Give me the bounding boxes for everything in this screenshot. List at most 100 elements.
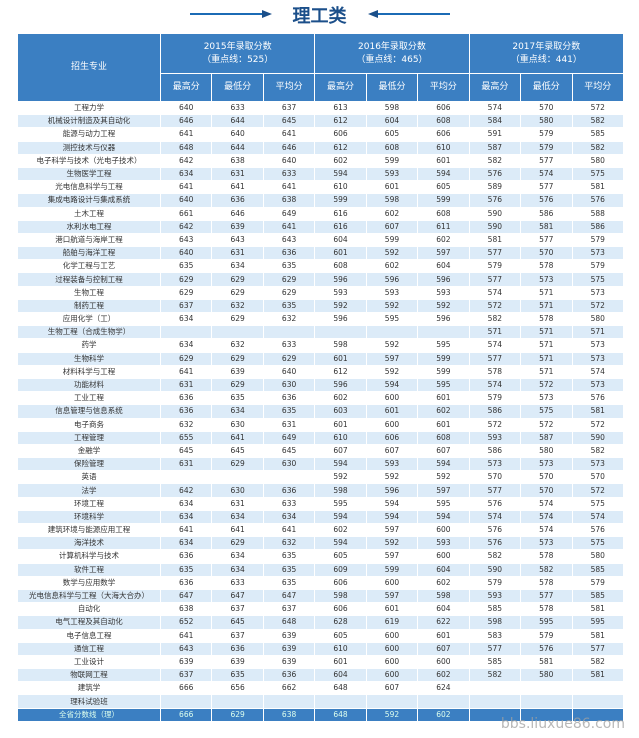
score: 601 [417,417,470,432]
score: 577 [520,180,573,195]
table-row: 化学工程与工艺 635 634 635 608 602 604 579 578 579 [17,259,624,274]
score: 629 [211,285,264,300]
score: 631 [211,166,264,182]
score: 573 [571,351,624,366]
score: 596 [314,311,367,327]
key-line: （重点线：441） [510,54,582,65]
score: 595 [417,377,470,393]
score: 634 [159,509,213,525]
score: 594 [314,457,367,472]
score: 634 [159,338,213,353]
score: 624 [417,681,470,696]
score: 579 [520,140,573,155]
score: 594 [314,536,367,551]
score: 640 [211,127,264,142]
score [417,694,470,709]
table-row: 通信工程 643 636 639 610 600 607 577 576 577 [17,641,624,656]
score: 583 [468,628,522,643]
major-name: 建筑学 [17,681,161,696]
score: 610 [417,140,470,155]
score: 635 [262,404,316,419]
watermark: bbs.liuxue86.com [500,716,625,732]
score: 571 [520,351,573,366]
score: 656 [211,681,264,696]
major-name: 环境科学 [17,509,161,525]
table-row: 环境工程 634 631 633 595 594 595 576 574 575 [17,496,624,511]
table-row: 软件工程 635 634 635 609 599 604 590 582 585 [17,562,624,577]
score: 607 [365,219,419,234]
score: 637 [211,628,264,643]
score: 632 [211,298,264,314]
score [571,681,624,696]
score: 593 [468,430,522,445]
major-name: 化学工程与工艺 [17,259,161,274]
score: 605 [314,549,367,564]
score: 629 [211,351,264,366]
score: 581 [520,654,573,670]
major-name: 材料科学与工程 [17,364,161,379]
score: 578 [520,575,573,590]
score: 574 [468,285,522,300]
score [262,325,316,340]
score: 635 [262,575,316,590]
score: 592 [365,364,419,379]
major-name: 信息管理与信息系统 [17,404,161,419]
score: 571 [468,325,522,340]
score: 635 [262,259,316,274]
score-table: 招生专业 2015年录取分数 （重点线：525） 2016年录取分数 （重点线：46… [17,33,625,722]
major-name: 环境工程 [17,496,161,511]
score [468,707,522,722]
score: 602 [314,522,367,538]
score: 643 [159,232,213,248]
score: 592 [365,536,419,551]
score: 649 [262,206,316,221]
score: 582 [571,654,624,670]
table-row: 土木工程 661 646 649 616 602 608 590 586 588 [17,206,624,221]
score [211,694,264,709]
score: 595 [417,496,470,511]
score: 634 [211,509,264,525]
table-row: 材料科学与工程 641 639 640 612 592 599 578 571 574 [17,364,624,379]
score: 666 [159,681,213,696]
score: 633 [262,338,316,353]
score: 576 [468,166,522,182]
table-row: 应用化学（工） 634 629 632 596 595 596 582 578 580 [17,311,624,327]
major-name: 生物工程 [17,285,161,300]
score: 600 [365,654,419,670]
score: 622 [417,615,470,630]
sub-header: 最高分 [468,73,522,102]
table-row: 工程力学 640 633 637 613 598 606 574 570 572 [17,100,624,116]
table-row: 物联网工程 637 635 636 604 600 602 582 580 581 [17,668,624,683]
score: 642 [159,219,213,234]
score: 606 [314,127,367,142]
score: 592 [417,298,470,314]
score: 574 [468,509,522,525]
major-name: 港口航道与海岸工程 [17,232,161,248]
score: 619 [365,615,419,630]
score: 616 [314,219,367,234]
score: 607 [314,443,367,459]
score: 634 [262,509,316,525]
score: 642 [159,153,213,168]
score: 635 [159,562,213,577]
score: 640 [159,246,213,261]
score: 600 [365,417,419,432]
score: 574 [571,509,624,525]
score: 648 [314,707,367,722]
score: 629 [211,377,264,393]
score: 573 [520,391,573,406]
score: 649 [262,430,316,445]
score: 593 [365,166,419,182]
score: 572 [571,483,624,498]
table-row: 过程装备与控制工程 629 629 629 596 596 596 577 573 575 [17,272,624,287]
score: 574 [520,522,573,538]
score: 577 [520,232,573,248]
score: 577 [468,351,522,366]
score: 606 [365,430,419,445]
major-name: 功能材料 [17,377,161,393]
score: 576 [468,496,522,511]
score: 641 [159,364,213,379]
score: 577 [520,153,573,168]
score: 635 [262,549,316,564]
score [468,694,522,709]
